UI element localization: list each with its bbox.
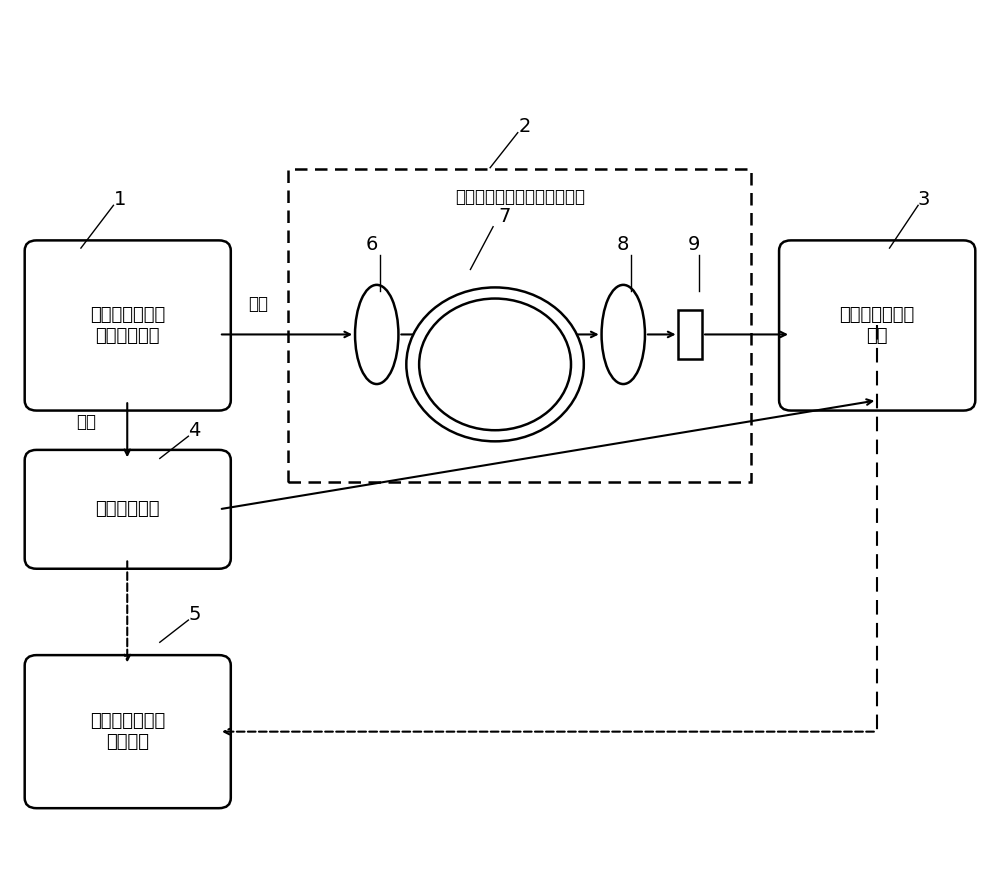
Text: 3: 3: [918, 189, 930, 209]
Circle shape: [419, 299, 571, 430]
Text: 8: 8: [617, 235, 629, 254]
Text: 9: 9: [688, 235, 700, 254]
FancyBboxPatch shape: [25, 241, 231, 410]
FancyBboxPatch shape: [678, 309, 702, 359]
Text: 1: 1: [114, 189, 127, 209]
Text: 2: 2: [518, 117, 531, 136]
FancyBboxPatch shape: [25, 655, 231, 808]
Ellipse shape: [602, 285, 645, 384]
Text: 7: 7: [499, 207, 511, 226]
Text: 时间延时装置: 时间延时装置: [95, 501, 160, 518]
FancyBboxPatch shape: [25, 450, 231, 568]
Text: 6: 6: [366, 235, 378, 254]
FancyBboxPatch shape: [288, 169, 751, 481]
Text: 5: 5: [188, 605, 201, 624]
Text: 样品与探测接收
装置: 样品与探测接收 装置: [840, 306, 915, 345]
Text: 探测: 探测: [248, 295, 268, 313]
Text: 超连续谱光源与波长滤波装置: 超连续谱光源与波长滤波装置: [455, 189, 585, 206]
Ellipse shape: [355, 285, 398, 384]
Text: 泵浦: 泵浦: [76, 413, 96, 431]
Text: 飞秒光纤激光与
激光分束装置: 飞秒光纤激光与 激光分束装置: [90, 306, 165, 345]
Circle shape: [406, 288, 584, 441]
Text: 锁像放大与数据
采集装置: 锁像放大与数据 采集装置: [90, 713, 165, 751]
Text: 4: 4: [188, 421, 200, 440]
FancyBboxPatch shape: [779, 241, 975, 410]
